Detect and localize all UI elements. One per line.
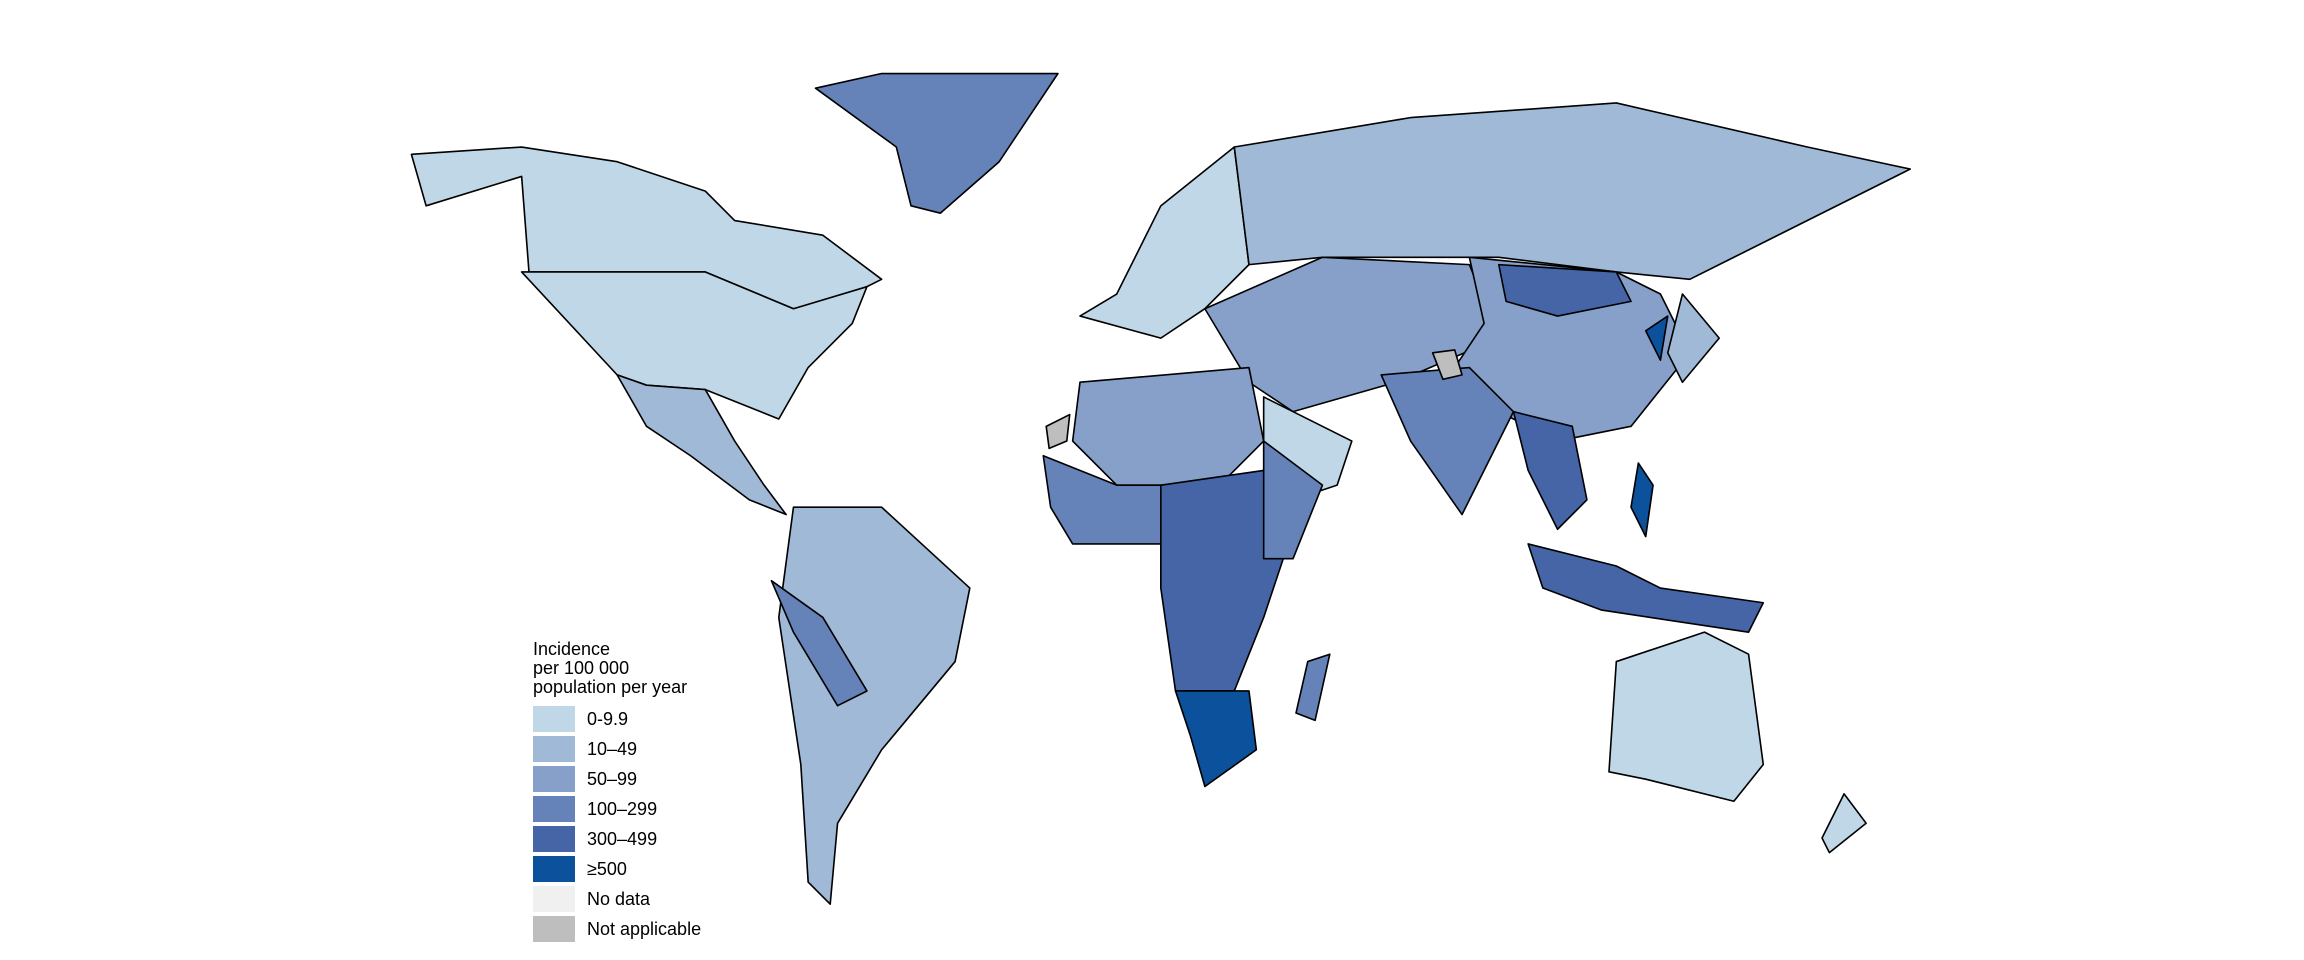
region-south-america xyxy=(777,506,971,905)
legend-item: No data xyxy=(533,884,701,914)
map-legend: Incidence per 100 000 population per yea… xyxy=(533,640,701,944)
region-southeast-asia xyxy=(1512,410,1588,531)
region-madagascar xyxy=(1295,653,1331,722)
legend-swatch xyxy=(533,766,575,792)
legend-swatch xyxy=(533,706,575,732)
legend-item: 50–99 xyxy=(533,764,701,794)
region-kashmir xyxy=(1431,349,1463,381)
legend-swatch xyxy=(533,916,575,942)
legend-swatch xyxy=(533,826,575,852)
legend-label: 50–99 xyxy=(587,768,638,789)
legend-title-line: per 100 000 xyxy=(533,658,630,678)
legend-label: ≥500 xyxy=(587,858,627,879)
region-russia xyxy=(1233,102,1912,281)
legend-label: Not applicable xyxy=(587,918,702,939)
region-indonesia xyxy=(1527,543,1765,633)
legend-item: 300–499 xyxy=(533,824,701,854)
region-north-africa xyxy=(1071,366,1265,486)
legend-title-line: population per year xyxy=(533,677,688,697)
region-andes-region xyxy=(770,579,868,707)
legend-swatch xyxy=(533,886,575,912)
region-japan xyxy=(1666,293,1720,384)
legend-swatch xyxy=(533,856,575,882)
region-southern-africa xyxy=(1174,690,1258,788)
legend-title: Incidence per 100 000 population per yea… xyxy=(533,640,701,697)
region-australia xyxy=(1608,631,1765,803)
legend-label: No data xyxy=(587,888,651,909)
legend-label: 0-9.9 xyxy=(587,708,629,729)
legend-swatch xyxy=(533,796,575,822)
legend-swatch xyxy=(533,736,575,762)
legend-item: 10–49 xyxy=(533,734,701,764)
region-central-america xyxy=(616,374,787,516)
region-korea xyxy=(1644,315,1669,361)
legend-item: 100–299 xyxy=(533,794,701,824)
region-philippines xyxy=(1630,462,1654,538)
legend-label: 100–299 xyxy=(587,798,658,819)
region-greenland xyxy=(814,72,1059,214)
region-mongolia xyxy=(1497,263,1632,317)
region-western-sahara xyxy=(1045,413,1071,450)
region-new-zealand xyxy=(1821,793,1867,854)
legend-item: 0-9.9 xyxy=(533,704,701,734)
legend-label: 10–49 xyxy=(587,738,638,759)
region-east-africa xyxy=(1262,440,1324,560)
legend-title-line: Incidence xyxy=(533,639,611,659)
legend-label: 300–499 xyxy=(587,828,658,849)
legend-item: ≥500 xyxy=(533,854,701,884)
legend-item: Not applicable xyxy=(533,914,701,944)
